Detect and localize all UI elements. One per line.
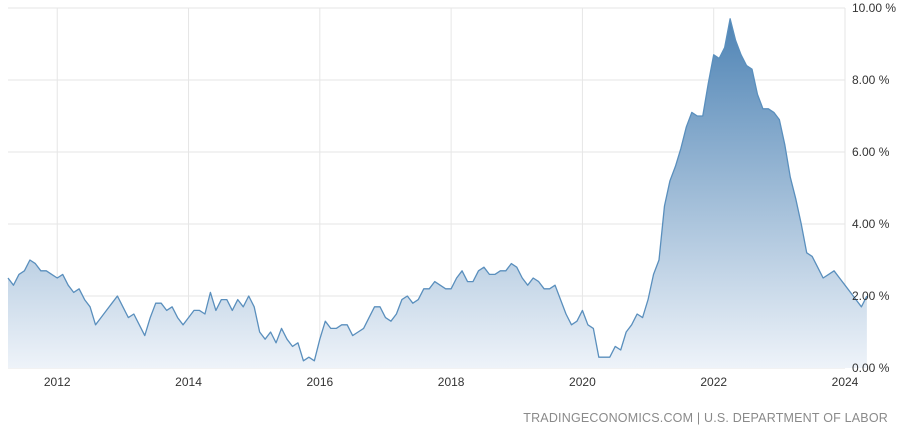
x-tick-label: 2014: [175, 375, 202, 389]
data-line: [7, 18, 868, 362]
y-tick-label: 2.00 %: [852, 289, 890, 303]
x-tick-label: 2024: [832, 375, 859, 389]
y-tick-label: 4.00 %: [852, 217, 890, 231]
y-tick-label: 0.00 %: [852, 361, 890, 375]
x-tick-label: 2012: [44, 375, 71, 389]
source-attribution: TRADINGECONOMICS.COM | U.S. DEPARTMENT O…: [523, 411, 888, 425]
x-axis-tick-labels: 2012 2014 2016 2018 2020 2022 2024: [44, 375, 859, 389]
y-tick-label: 6.00 %: [852, 145, 890, 159]
x-tick-label: 2018: [438, 375, 465, 389]
series-line: [7, 18, 868, 362]
x-tick-label: 2022: [700, 375, 727, 389]
x-tick-label: 2020: [569, 375, 596, 389]
x-tick-label: 2016: [306, 375, 333, 389]
y-axis-tick-labels: 0.00 % 2.00 % 4.00 % 6.00 % 8.00 % 10.00 %: [852, 1, 896, 375]
data-area: [8, 18, 867, 369]
y-tick-label: 10.00 %: [852, 1, 896, 15]
y-tick-label: 8.00 %: [852, 73, 890, 87]
series-area-fill: [8, 18, 867, 369]
